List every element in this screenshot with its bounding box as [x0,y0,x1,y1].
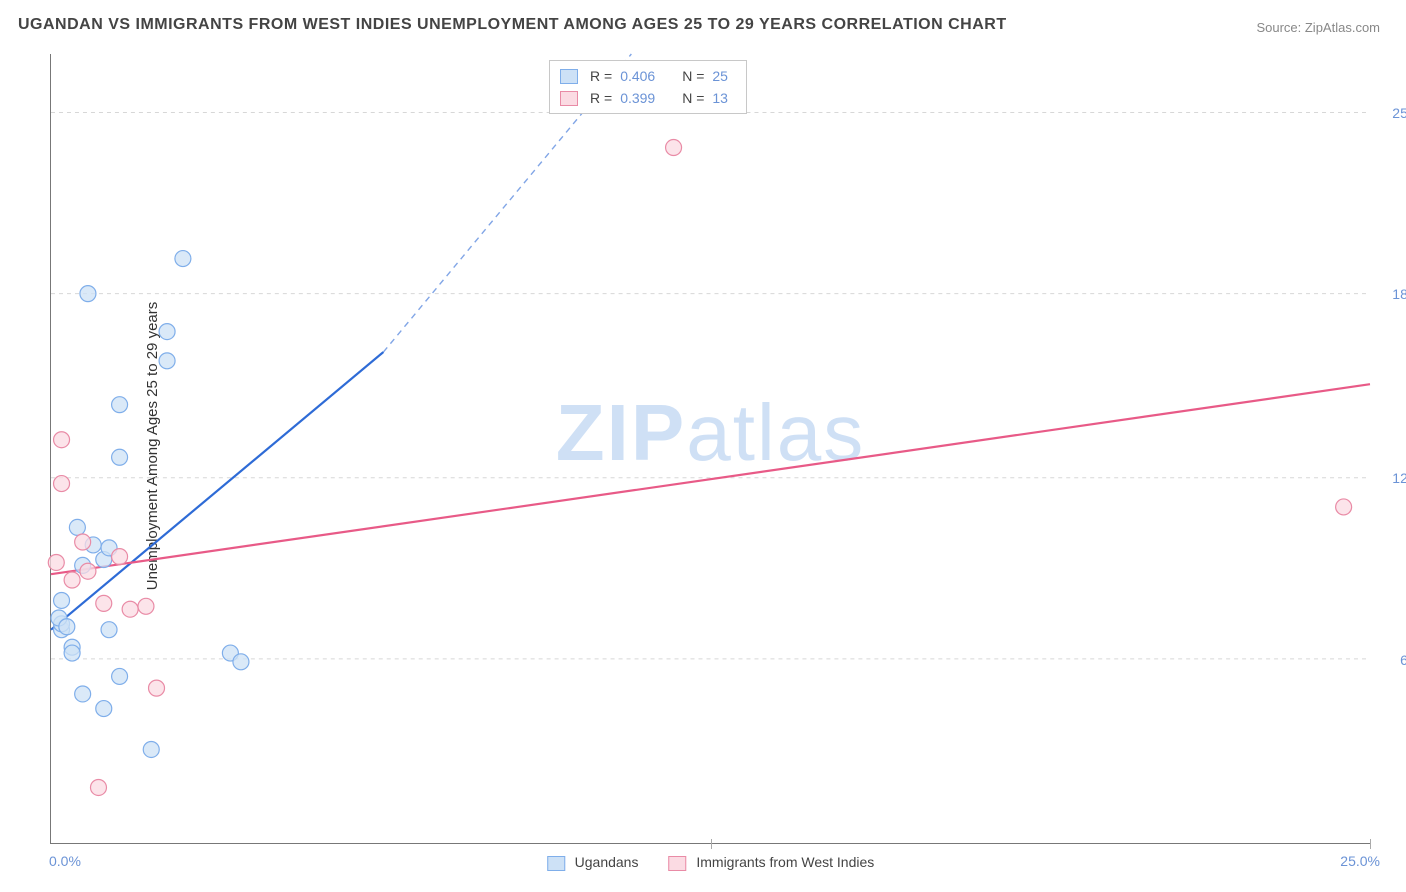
source-label: Source: ZipAtlas.com [1256,20,1380,35]
r-label-a: R = [590,65,612,87]
n-value-a: 25 [712,65,736,87]
chart-container: UGANDAN VS IMMIGRANTS FROM WEST INDIES U… [0,0,1406,892]
r-value-b: 0.399 [620,87,664,109]
r-label-b: R = [590,87,612,109]
n-label-b: N = [682,87,704,109]
box-swatch-b [560,91,578,106]
chart-title: UGANDAN VS IMMIGRANTS FROM WEST INDIES U… [18,16,1007,34]
x-tick-min: 0.0% [49,853,81,869]
legend-label-ugandans: Ugandans [575,854,639,870]
y-tick-label: 6.3% [1376,652,1406,668]
n-value-b: 13 [712,87,736,109]
legend-item-ugandans: Ugandans [547,854,639,871]
legend-row-a: R = 0.406 N = 25 [560,65,736,87]
legend-row-b: R = 0.399 N = 13 [560,87,736,109]
x-tick-max: 25.0% [1340,853,1380,869]
legend-item-westindies: Immigrants from West Indies [668,854,874,871]
swatch-ugandans [547,856,565,871]
plot-area: ZIPatlas 6.3%12.5%18.8%25.0% 0.0% 25.0% … [50,54,1370,844]
swatch-westindies [668,856,686,871]
y-tick-label: 12.5% [1376,470,1406,486]
correlation-legend-box: R = 0.406 N = 25 R = 0.399 N = 13 [549,60,747,114]
x-axis-legend: Ugandans Immigrants from West Indies [547,854,875,871]
x-mid-tick [711,839,712,849]
n-label-a: N = [682,65,704,87]
box-swatch-a [560,69,578,84]
x-max-tick [1370,839,1371,849]
y-tick-label: 18.8% [1376,286,1406,302]
chart-svg [51,54,1370,843]
r-value-a: 0.406 [620,65,664,87]
legend-label-westindies: Immigrants from West Indies [696,854,874,870]
y-tick-label: 25.0% [1376,105,1406,121]
